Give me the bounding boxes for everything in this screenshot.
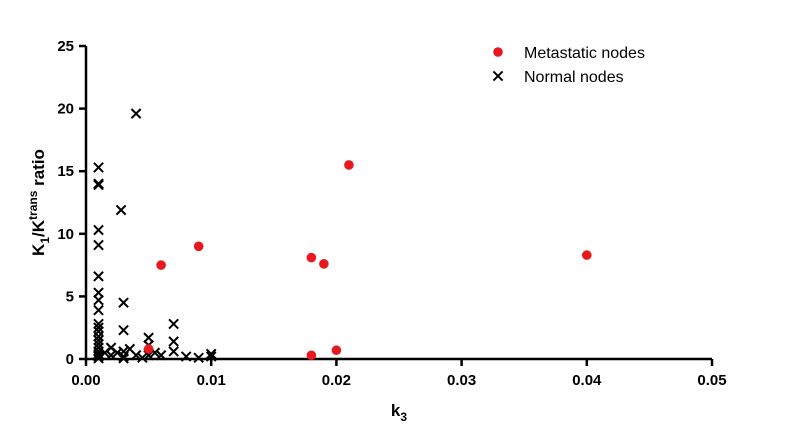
normal-point [115,204,127,216]
metastatic-point [306,252,317,263]
x-tick-label: 0.04 [572,372,602,389]
legend-marker-normal [492,70,504,82]
y-tick-label: 15 [57,163,74,180]
normal-point [193,352,204,364]
x-tick-label: 0.00 [71,372,100,389]
x-tick-label: 0.01 [197,372,226,389]
metastatic-point [156,260,166,270]
y-axis-title: K1/Ktrans ratio [26,149,52,256]
normal-point [105,349,117,361]
metastatic-point [582,250,592,260]
normal-point [118,324,129,336]
normal-point [130,349,142,361]
normal-point [93,351,104,362]
normal-point [205,348,217,360]
legend-marker-metastatic [493,47,503,57]
normal-point [130,108,142,119]
metastatic-point [306,350,317,361]
normal-point [168,336,179,347]
y-tick-label: 10 [57,226,74,243]
legend: Metastatic nodes Normal nodes [492,45,645,86]
y-tick-label: 5 [66,288,74,305]
normal-point [118,297,129,308]
chart-marks [93,108,592,364]
normal-point [180,351,192,362]
metastatic-point [344,160,354,170]
y-tick-label: 25 [57,38,74,55]
x-axis-title: k3 [391,401,407,424]
normal-point [93,304,104,316]
normal-point [93,322,104,334]
metastatic-point [319,259,329,269]
axes: 0 5 10 15 20 25 0.00 0.01 0.02 0.03 0.04 0.05 [57,38,726,389]
y-tick-label: 20 [57,101,74,118]
axis-titles: k3 K1/Ktrans ratio [26,149,407,424]
metastatic-point [193,241,204,252]
normal-point [168,346,179,357]
normal-point [93,294,104,306]
normal-point [155,349,167,361]
x-tick-label: 0.03 [447,372,476,389]
y-tick-label: 0 [66,351,74,368]
normal-point [93,162,104,173]
normal-point [93,224,104,236]
legend-label: Metastatic nodes [524,45,645,62]
normal-point [93,271,104,282]
normal-point [118,353,129,364]
metastatic-point [331,345,342,356]
legend-label: Normal nodes [524,69,624,86]
metastatic-point [143,344,154,354]
x-tick-label: 0.05 [697,372,726,389]
normal-point [168,318,179,330]
normal-point [137,352,148,364]
normal-point [93,239,104,251]
x-tick-label: 0.02 [322,372,351,389]
normal-point [205,351,217,362]
normal-point [93,179,104,191]
